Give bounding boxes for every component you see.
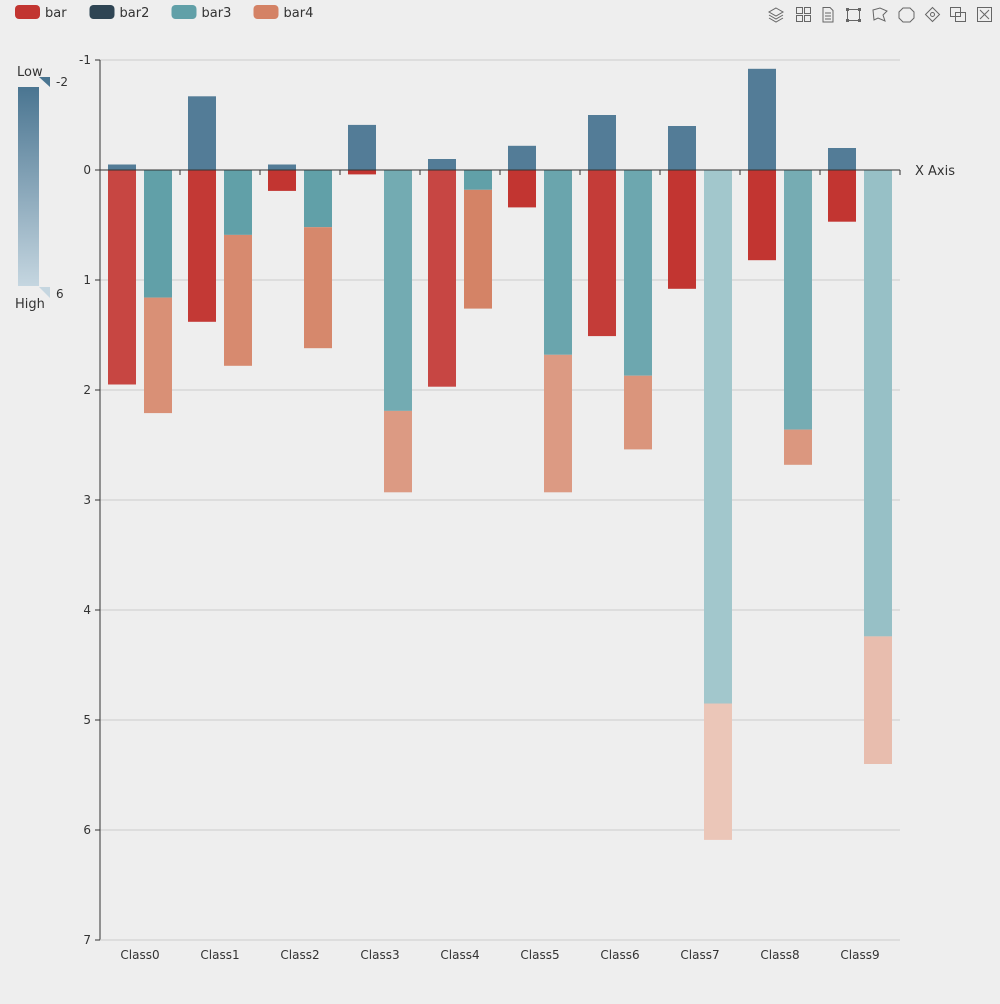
bar-bar3-Class2[interactable] (304, 170, 332, 228)
bar-bar3-Class4[interactable] (464, 170, 492, 190)
bar-bar-Class9[interactable] (828, 170, 856, 222)
x-tick-label: Class2 (280, 948, 319, 962)
toolbox (767, 6, 992, 23)
bar-bar2-Class9[interactable] (828, 148, 856, 170)
zoom-reset-icon[interactable] (977, 7, 992, 22)
bar-bar-Class0[interactable] (108, 170, 136, 385)
bar-bar-Class4[interactable] (428, 170, 456, 387)
legend-label: bar (45, 6, 67, 21)
axes: X Axis -1 0 1 2 3 4 5 6 7 Class0 Class1 Class2 Class3… (79, 53, 955, 962)
document-icon[interactable] (822, 7, 834, 23)
bar-bar3-Class0[interactable] (144, 170, 172, 298)
legend-swatch (89, 5, 115, 19)
x-tick-label: Class5 (520, 948, 559, 962)
bar-bar3-Class7[interactable] (704, 170, 732, 704)
bar-bar2-Class3[interactable] (348, 124, 376, 170)
bar-bar3-Class6[interactable] (624, 170, 652, 376)
x-tick-label: Class4 (440, 948, 479, 962)
bar-bar-Class7[interactable] (668, 170, 696, 289)
bar-bar3-Class8[interactable] (784, 170, 812, 430)
legend-swatch (15, 5, 40, 19)
legend-item-bar3[interactable]: bar3 (171, 5, 232, 21)
bar-bar2-Class4[interactable] (428, 159, 456, 170)
x-tick-label: Class8 (760, 948, 799, 962)
bar-bar2-Class1[interactable] (188, 96, 216, 170)
bar-bar2-Class7[interactable] (668, 126, 696, 170)
y-tick-label: 2 (83, 383, 91, 397)
keep-select-icon[interactable] (898, 7, 915, 23)
bar-bar2-Class8[interactable] (748, 68, 776, 170)
x-tick-label: Class6 (600, 948, 639, 962)
bar-bar-Class8[interactable] (748, 170, 776, 261)
bar-bar2-Class5[interactable] (508, 145, 536, 170)
bar-bar3-Class3[interactable] (384, 170, 412, 411)
y-tick-label: 4 (83, 603, 91, 617)
x-tick-label: Class7 (680, 948, 719, 962)
legend-item-bar4[interactable]: bar4 (253, 5, 314, 21)
bar-bar2-Class2[interactable] (268, 164, 296, 171)
bar-bar-Class5[interactable] (508, 170, 536, 208)
legend-item-bar2[interactable]: bar2 (89, 5, 150, 21)
bar-bar3-Class5[interactable] (544, 170, 572, 355)
bar-bar4-Class6[interactable] (624, 375, 652, 450)
bar-bar-Class1[interactable] (188, 170, 216, 322)
bar-bar-Class2[interactable] (268, 170, 296, 191)
bar-bar4-Class9[interactable] (864, 636, 892, 764)
legend-label: bar2 (120, 6, 150, 21)
y-tick-label: 7 (83, 933, 91, 947)
y-tick-label: 6 (83, 823, 91, 837)
bar-bar3-Class9[interactable] (864, 170, 892, 637)
bar-bar4-Class8[interactable] (784, 429, 812, 465)
grid-lines (100, 59, 900, 941)
zoom-icon[interactable] (950, 7, 966, 22)
y-tick-label: 0 (83, 163, 91, 177)
bar-bar2-Class0[interactable] (108, 164, 136, 171)
bar-bar4-Class1[interactable] (224, 234, 252, 366)
rect-select-icon[interactable] (846, 8, 861, 22)
legend: bar bar2 bar3 bar4 (15, 5, 313, 21)
clear-select-icon[interactable] (924, 6, 941, 23)
legend-swatch (253, 5, 279, 19)
bar-bar-Class3[interactable] (348, 170, 376, 175)
bar-bar2-Class6[interactable] (588, 115, 616, 170)
bar-series (108, 68, 892, 840)
bar-bar4-Class7[interactable] (704, 703, 732, 840)
layers-icon[interactable] (767, 7, 785, 23)
x-tick-label: Class9 (840, 948, 879, 962)
visual-map-top-handle[interactable] (39, 77, 50, 87)
y-tick-label: -1 (79, 53, 91, 67)
x-axis-name: X Axis (915, 164, 955, 179)
bar-bar-Class6[interactable] (588, 170, 616, 337)
legend-item-bar[interactable]: bar (15, 5, 67, 21)
grid-icon[interactable] (796, 7, 811, 22)
x-tick-label: Class1 (200, 948, 239, 962)
visual-map-low-label: Low (17, 65, 43, 80)
legend-swatch (171, 5, 197, 19)
y-tick-label: 1 (83, 273, 91, 287)
visual-map-min-value: -2 (56, 75, 68, 89)
bar-bar4-Class4[interactable] (464, 189, 492, 309)
visual-map-gradient-bar (18, 87, 39, 286)
visual-map-max-value: 6 (56, 287, 64, 301)
visual-map: Low -2 6 High (15, 65, 68, 312)
bar-bar4-Class3[interactable] (384, 410, 412, 493)
lasso-select-icon[interactable] (872, 7, 888, 22)
bar-bar4-Class2[interactable] (304, 227, 332, 349)
bar-bar4-Class5[interactable] (544, 354, 572, 493)
x-tick-label: Class0 (120, 948, 159, 962)
legend-label: bar3 (202, 6, 232, 21)
visual-map-bottom-handle[interactable] (39, 287, 50, 298)
visual-map-high-label: High (15, 297, 45, 312)
y-tick-label: 5 (83, 713, 91, 727)
y-tick-label: 3 (83, 493, 91, 507)
x-tick-label: Class3 (360, 948, 399, 962)
legend-label: bar4 (284, 6, 314, 21)
bar-bar4-Class0[interactable] (144, 297, 172, 414)
bar-bar3-Class1[interactable] (224, 170, 252, 235)
